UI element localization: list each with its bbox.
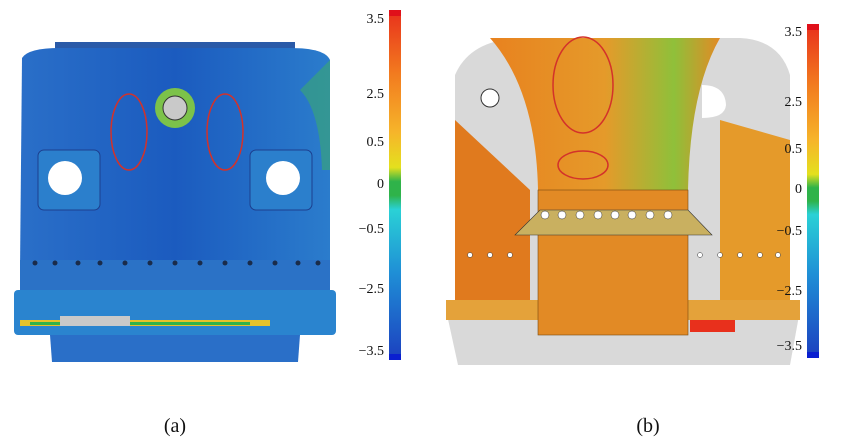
figure: 3.5 2.5 0.5 0 −0.5 −2.5 −3.5 (a) 3.5 2.5 0.5 0 −0.5 −… — [0, 0, 847, 444]
caption: (b) — [636, 415, 659, 437]
scale-label: −0.5 — [359, 222, 384, 237]
scale-label: −2.5 — [359, 282, 384, 297]
model-b — [446, 37, 800, 365]
scale-label: 2.5 — [367, 87, 385, 102]
scale-label: 3.5 — [785, 25, 803, 40]
scale-label: 0 — [377, 177, 384, 192]
scale-label: 3.5 — [367, 12, 385, 27]
scale-label: −3.5 — [359, 344, 384, 359]
color-scale-a — [389, 10, 401, 360]
scale-label: −2.5 — [777, 284, 802, 299]
page: 3.5 2.5 0.5 0 −0.5 −2.5 −3.5 (a) 3.5 2.5 0.5 0 −0.5 −… — [0, 0, 847, 444]
model-a — [14, 42, 336, 362]
caption: (a) — [164, 415, 186, 437]
color-scale-b — [807, 24, 819, 358]
scale-label: 0.5 — [785, 142, 803, 157]
scale-label: 0 — [795, 182, 802, 197]
scale-label: 2.5 — [785, 95, 803, 110]
scale-label: −3.5 — [777, 339, 802, 354]
scale-label: −0.5 — [777, 224, 802, 239]
scale-label: 0.5 — [367, 135, 385, 150]
